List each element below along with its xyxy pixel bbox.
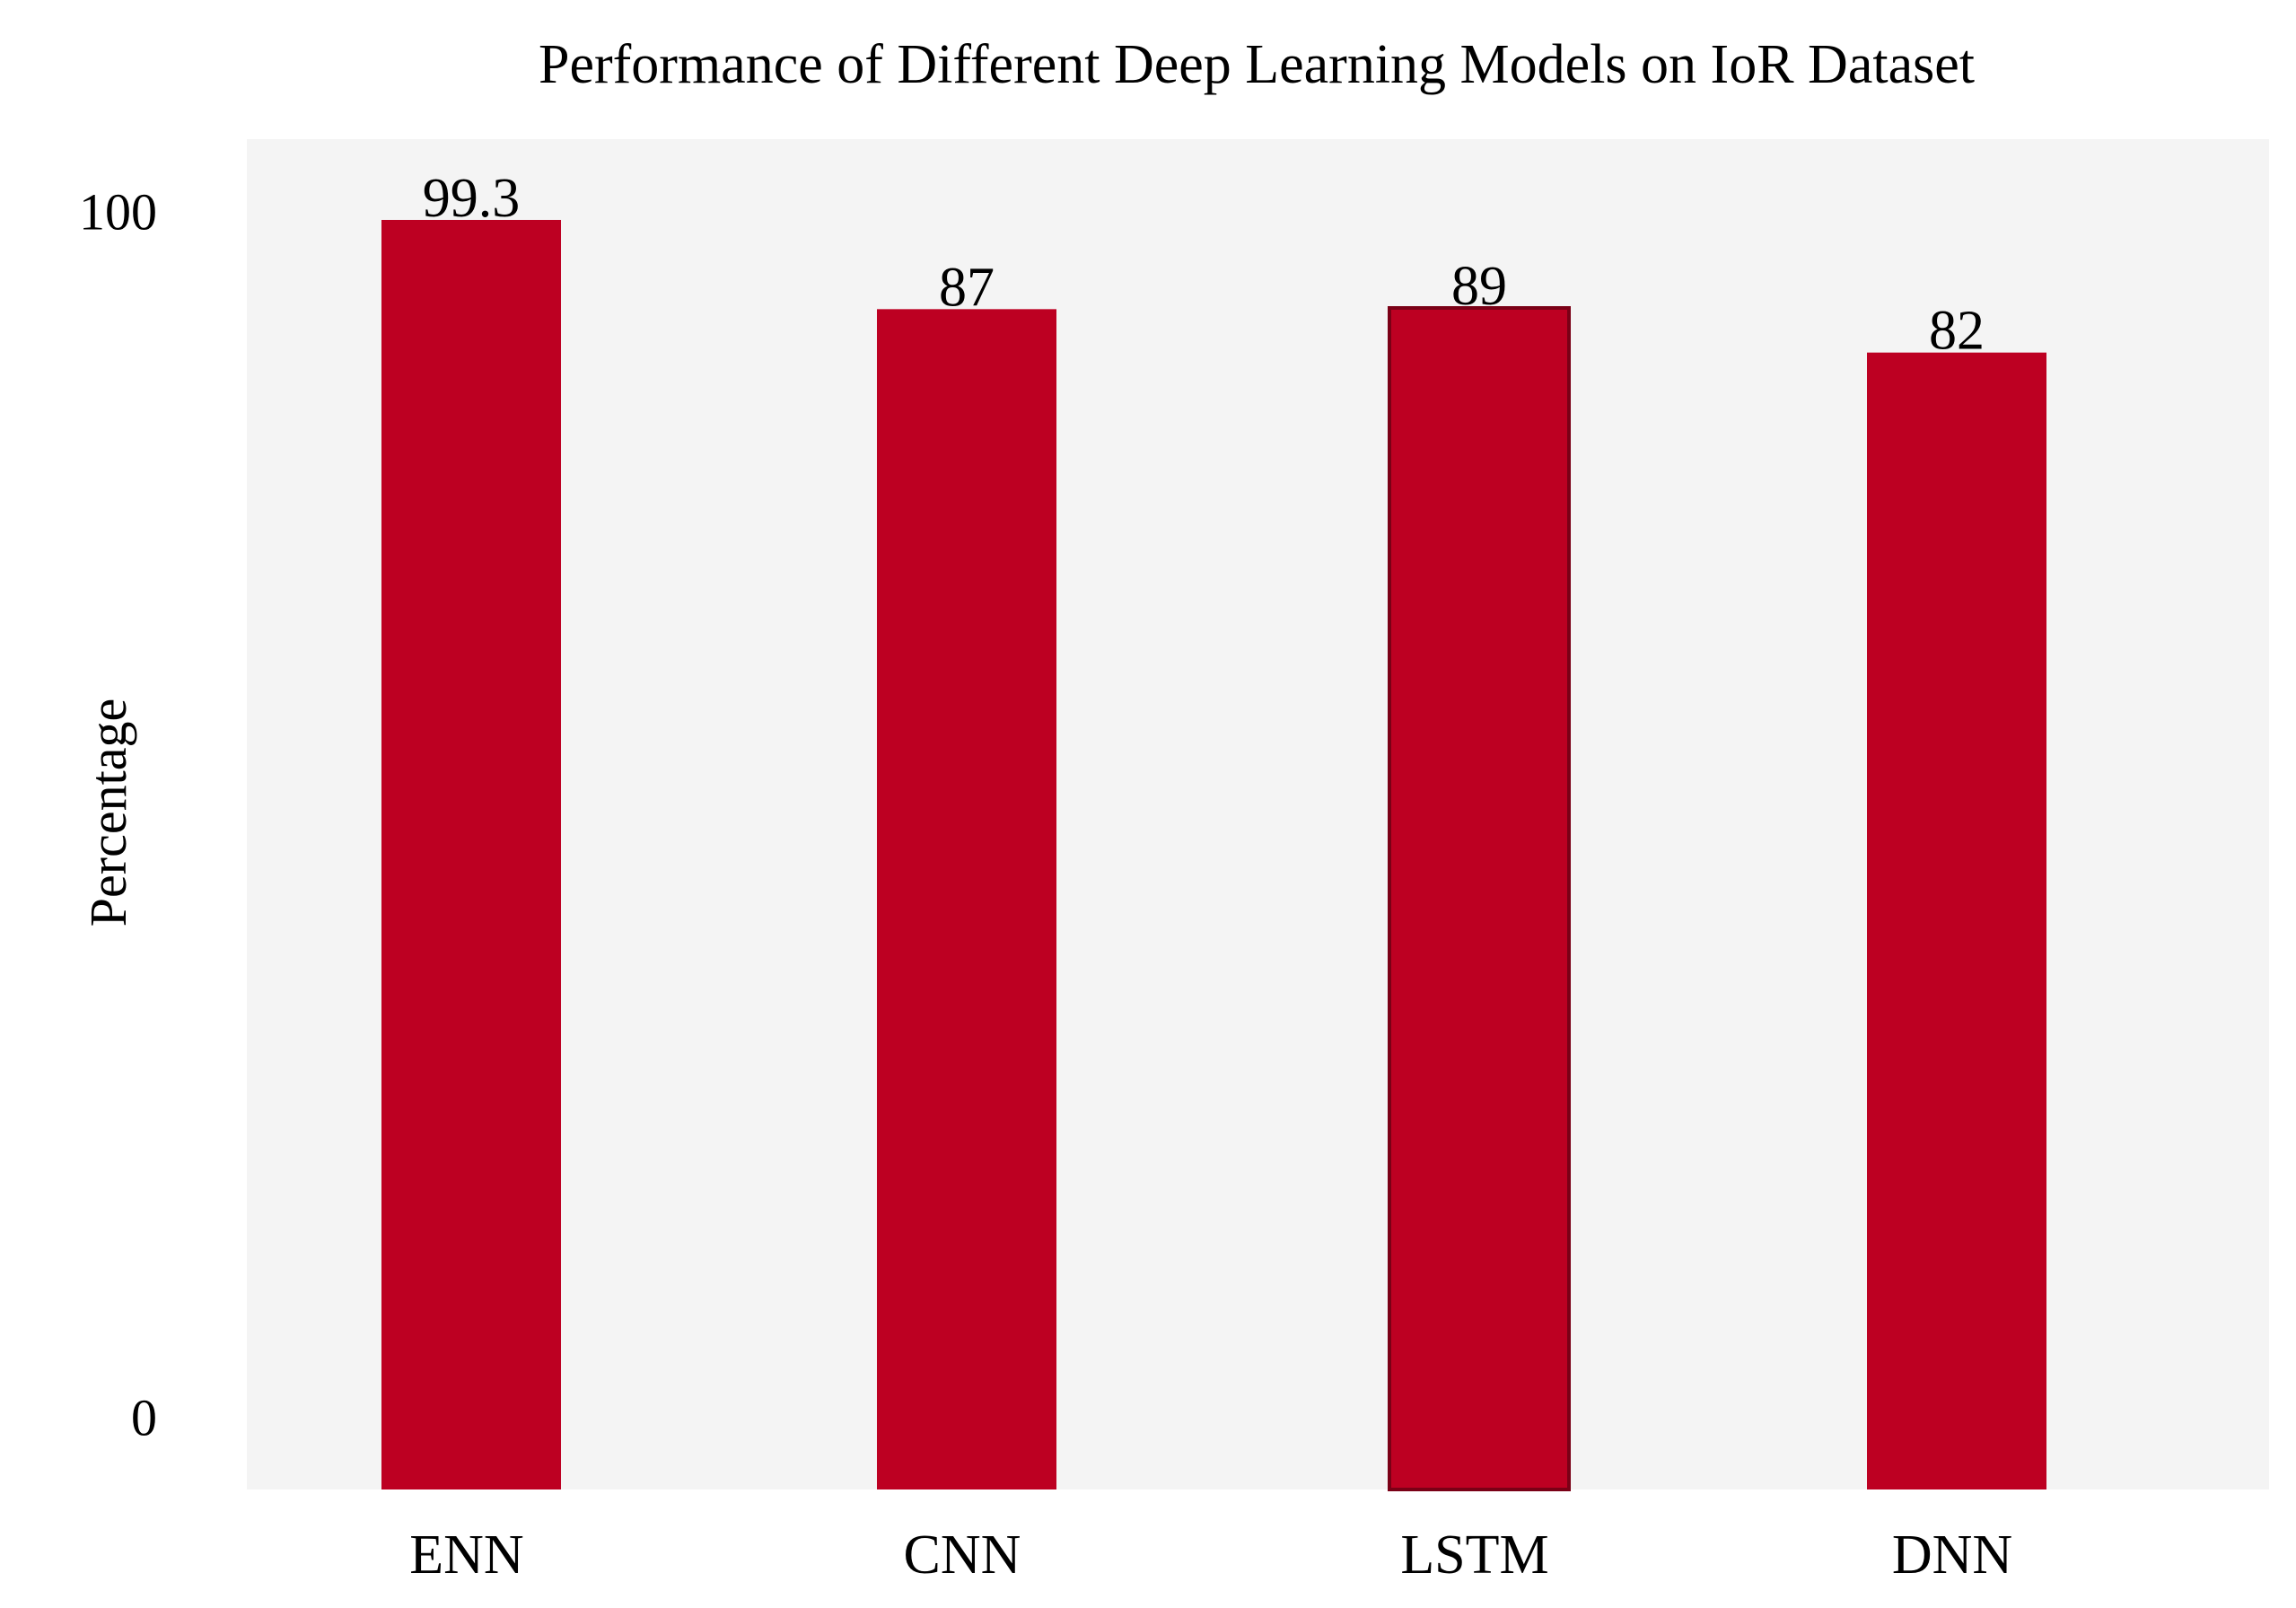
bar-value-label-dnn: 82 [1929, 301, 1985, 362]
bar-value-label-lstm: 89 [1451, 256, 1507, 317]
x-tick-label-cnn: CNN [904, 1525, 1021, 1586]
bar-value-label-cnn: 87 [939, 257, 995, 318]
bars [381, 219, 2046, 1491]
bar-lstm [1388, 306, 1571, 1491]
x-axis-ticks: ENN CNN LSTM DNN [409, 1525, 2012, 1586]
bar-enn [381, 219, 561, 1489]
bar-value-label-enn: 99.3 [423, 168, 521, 229]
y-tick-label: 100 [79, 183, 157, 242]
y-axis-ticks: 0 100 [79, 183, 157, 1447]
bar-dnn [1867, 352, 2046, 1490]
x-tick-label-enn: ENN [409, 1525, 523, 1586]
y-axis-label: Percentage [79, 699, 137, 927]
bar-cnn [877, 309, 1056, 1489]
x-tick-label-lstm: LSTM [1400, 1525, 1548, 1586]
bar-value-labels: 99.3 87 89 82 [423, 168, 1985, 362]
x-tick-label-dnn: DNN [1892, 1525, 2012, 1586]
chart-title: Performance of Different Deep Learning M… [539, 34, 1975, 95]
y-tick-label: 0 [131, 1388, 157, 1446]
